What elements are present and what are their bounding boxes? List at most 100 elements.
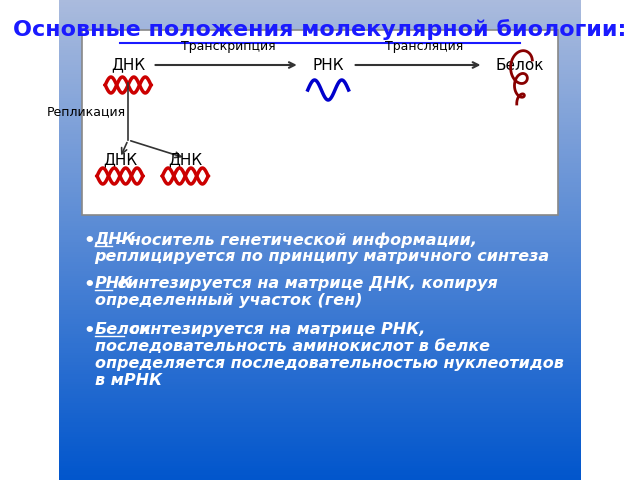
Bar xyxy=(59,60,581,62)
Bar xyxy=(59,394,581,396)
Bar xyxy=(59,418,581,420)
Bar xyxy=(59,341,581,343)
Text: определенный участок (ген): определенный участок (ген) xyxy=(95,293,362,308)
Bar xyxy=(59,420,581,422)
Bar xyxy=(59,370,581,372)
Bar xyxy=(59,374,581,377)
Bar xyxy=(59,262,581,264)
Bar xyxy=(59,206,581,209)
Text: Белок: Белок xyxy=(496,58,544,72)
Bar xyxy=(59,19,581,22)
Bar xyxy=(59,290,581,293)
Bar xyxy=(59,151,581,154)
Bar xyxy=(59,17,581,19)
Bar xyxy=(59,295,581,298)
Bar xyxy=(59,221,581,223)
Bar xyxy=(59,430,581,432)
Bar xyxy=(59,360,581,362)
Bar xyxy=(59,446,581,449)
Bar xyxy=(59,214,581,216)
Bar xyxy=(59,449,581,451)
Bar xyxy=(59,415,581,418)
Bar xyxy=(59,178,581,180)
Bar xyxy=(59,139,581,142)
Bar xyxy=(59,396,581,398)
Bar xyxy=(59,113,581,115)
Bar xyxy=(59,106,581,108)
Bar xyxy=(59,314,581,317)
Bar xyxy=(59,110,581,113)
Bar xyxy=(59,199,581,202)
Bar xyxy=(59,192,581,194)
Bar xyxy=(59,334,581,336)
Bar xyxy=(59,29,581,31)
Bar xyxy=(59,403,581,406)
Bar xyxy=(59,391,581,394)
Text: синтезируется на матрице ДНК, копируя: синтезируется на матрице ДНК, копируя xyxy=(112,276,498,291)
Bar xyxy=(59,245,581,247)
Bar xyxy=(59,14,581,17)
Bar xyxy=(59,425,581,427)
Bar xyxy=(59,401,581,403)
Bar xyxy=(59,238,581,240)
Bar xyxy=(59,48,581,50)
Text: РНК: РНК xyxy=(95,276,133,291)
Bar xyxy=(59,434,581,437)
Bar xyxy=(59,144,581,146)
Text: Трансляция: Трансляция xyxy=(385,40,463,53)
Bar xyxy=(59,413,581,415)
Bar xyxy=(59,166,581,168)
Bar xyxy=(59,274,581,276)
Bar xyxy=(59,458,581,461)
Bar xyxy=(59,94,581,96)
Bar xyxy=(59,389,581,391)
Bar xyxy=(59,233,581,235)
Bar xyxy=(59,408,581,410)
Bar xyxy=(59,466,581,468)
Bar xyxy=(59,134,581,137)
Bar xyxy=(59,317,581,319)
Bar xyxy=(59,7,581,10)
Bar xyxy=(59,278,581,281)
Text: - носитель генетической информации,: - носитель генетической информации, xyxy=(112,232,477,248)
Bar xyxy=(59,406,581,408)
Bar xyxy=(59,473,581,475)
Text: синтезируется на матрице РНК,: синтезируется на матрице РНК, xyxy=(124,322,425,337)
Bar xyxy=(59,72,581,74)
Bar xyxy=(59,427,581,430)
Bar xyxy=(59,38,581,41)
Bar xyxy=(59,122,581,125)
Bar xyxy=(59,355,581,358)
Bar xyxy=(59,202,581,204)
Bar xyxy=(59,98,581,101)
Bar xyxy=(59,41,581,43)
Bar xyxy=(59,293,581,295)
Bar xyxy=(59,154,581,156)
Bar xyxy=(59,372,581,374)
Bar xyxy=(59,286,581,288)
Bar xyxy=(59,478,581,480)
Bar xyxy=(59,422,581,425)
Bar xyxy=(59,84,581,86)
Bar xyxy=(59,367,581,370)
Bar xyxy=(59,475,581,478)
Bar xyxy=(59,182,581,185)
Bar xyxy=(59,24,581,26)
Bar xyxy=(59,281,581,283)
Bar xyxy=(59,46,581,48)
Text: ДНК: ДНК xyxy=(111,58,145,72)
Bar xyxy=(59,103,581,106)
Bar xyxy=(59,288,581,290)
Bar xyxy=(59,362,581,365)
Bar xyxy=(59,197,581,199)
Bar xyxy=(59,300,581,302)
Text: определяется последовательностью нуклеотидов: определяется последовательностью нуклеот… xyxy=(95,356,563,371)
Bar xyxy=(59,50,581,53)
Bar xyxy=(59,439,581,442)
Bar xyxy=(59,271,581,274)
Bar xyxy=(59,463,581,466)
Bar xyxy=(59,108,581,110)
Bar xyxy=(59,163,581,166)
Bar xyxy=(59,96,581,98)
Bar xyxy=(59,324,581,326)
